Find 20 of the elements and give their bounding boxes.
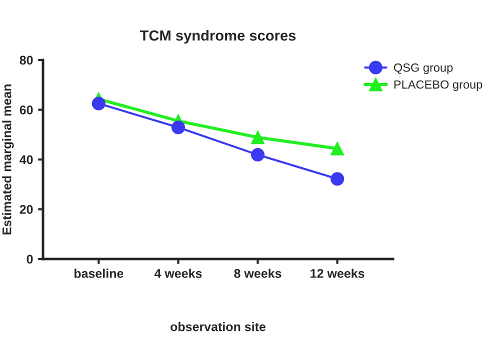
- x-tick-label: 12 weeks: [310, 268, 364, 278]
- x-tick-label: baseline: [74, 268, 124, 278]
- y-axis-title: Estimated marginal mean: [2, 84, 14, 234]
- y-tick-label: 60: [20, 106, 33, 114]
- point: [251, 148, 265, 162]
- legend-label: QSG group: [394, 63, 453, 74]
- x-tick-label: 4 weeks: [154, 268, 202, 278]
- point: [330, 142, 344, 156]
- y-tick-label: 0: [26, 254, 33, 264]
- legend-label: PLACEBO group: [394, 80, 482, 92]
- y-tick-label: 40: [20, 155, 33, 164]
- chart-title: TCM syndrome scores: [140, 30, 296, 44]
- point: [171, 120, 185, 134]
- y-tick-label: 80: [20, 56, 33, 65]
- y-tick-label: 20: [20, 205, 33, 214]
- point: [251, 130, 265, 144]
- x-axis-title: observation site: [170, 322, 266, 332]
- point: [92, 96, 106, 110]
- point: [330, 172, 344, 186]
- x-tick-label: 8 weeks: [234, 268, 282, 278]
